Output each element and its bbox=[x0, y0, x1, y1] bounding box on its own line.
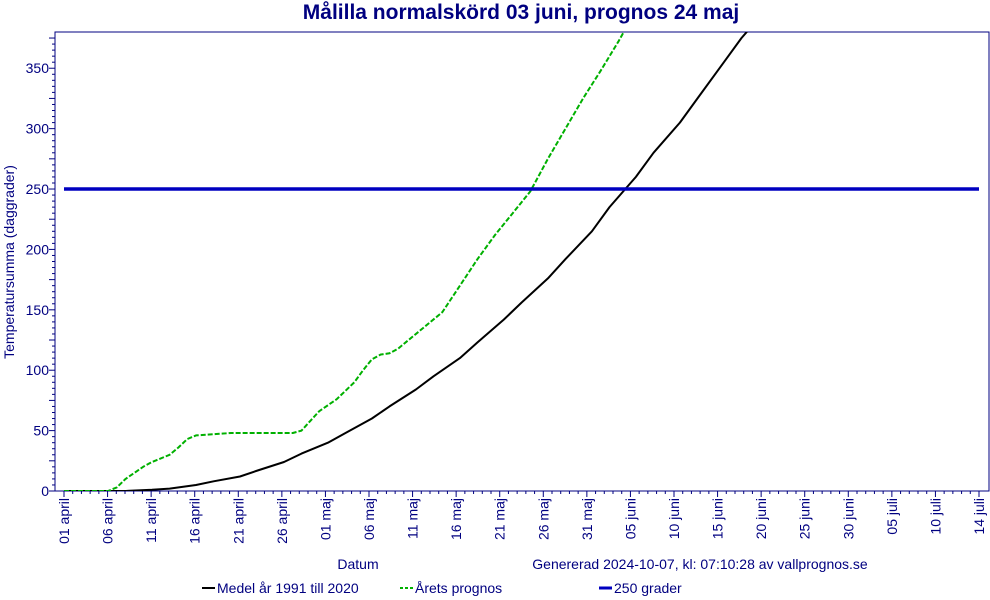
x-tick-label: 20 juni bbox=[753, 498, 769, 539]
x-tick-label: 06 maj bbox=[361, 498, 377, 540]
x-tick-label: 05 juni bbox=[622, 498, 638, 539]
x-tick-label: 05 juli bbox=[884, 498, 900, 535]
x-tick-label: 01 maj bbox=[317, 498, 333, 540]
y-axis: 0 50 100 150 200 250 300 350 bbox=[26, 37, 55, 499]
y-tick-label: 150 bbox=[26, 302, 50, 318]
y-tick-label: 100 bbox=[26, 362, 50, 378]
x-tick-label: 01 april bbox=[56, 498, 72, 544]
x-tick-label: 21 maj bbox=[492, 498, 508, 540]
x-axis: 01 april 06 april 11 april 16 april 21 april… bbox=[56, 491, 987, 544]
x-tick-label: 26 maj bbox=[535, 498, 551, 540]
plot-frame bbox=[54, 31, 990, 492]
x-tick-label: 10 juni bbox=[666, 498, 682, 539]
legend: Medel år 1991 till 2020 Årets prognos 250 … bbox=[202, 580, 682, 596]
legend-label-0: Medel år 1991 till 2020 bbox=[217, 580, 359, 596]
series-line-1 bbox=[64, 32, 625, 491]
y-tick-label: 0 bbox=[41, 483, 49, 499]
x-tick-label: 26 april bbox=[274, 498, 290, 544]
x-tick-label: 11 april bbox=[143, 498, 159, 543]
x-tick-label: 15 juni bbox=[710, 498, 726, 539]
x-tick-label: 25 juni bbox=[797, 498, 813, 539]
generated-note: Genererad 2024-10-07, kl: 07:10:28 av va… bbox=[532, 556, 868, 572]
x-tick-label: 06 april bbox=[100, 498, 116, 544]
series-layer bbox=[64, 32, 979, 491]
chart-title: Målilla normalskörd 03 juni, prognos 24 … bbox=[303, 1, 739, 24]
legend-label-2: 250 grader bbox=[614, 580, 682, 596]
x-tick-label: 21 april bbox=[230, 498, 246, 544]
x-tick-label: 16 april bbox=[187, 498, 203, 544]
y-tick-label: 50 bbox=[33, 423, 49, 439]
x-tick-label: 31 maj bbox=[579, 498, 595, 540]
x-tick-label: 11 maj bbox=[405, 498, 421, 539]
y-tick-label: 300 bbox=[26, 121, 50, 137]
x-axis-label: Datum bbox=[337, 556, 378, 572]
legend-label-1: Årets prognos bbox=[415, 580, 502, 596]
y-tick-label: 200 bbox=[26, 241, 50, 257]
x-tick-label: 16 maj bbox=[448, 498, 464, 540]
x-tick-label: 10 juli bbox=[927, 498, 943, 535]
series-line-0 bbox=[64, 32, 749, 491]
x-tick-label: 30 juni bbox=[840, 498, 856, 539]
x-tick-label: 14 juli bbox=[971, 498, 987, 535]
y-tick-label: 350 bbox=[26, 60, 50, 76]
y-axis-label: Temperatursumma (daggrader) bbox=[1, 165, 17, 359]
y-tick-label: 250 bbox=[26, 181, 50, 197]
